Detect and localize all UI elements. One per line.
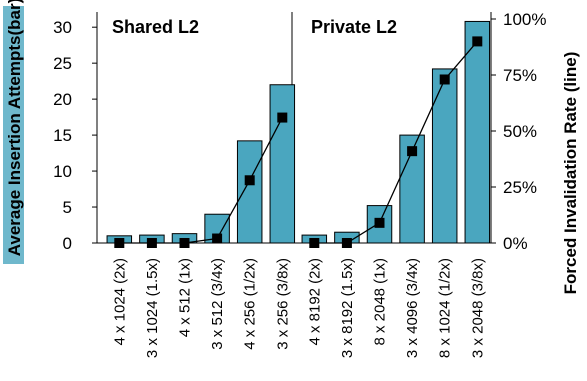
series-line <box>119 117 283 244</box>
bar <box>464 20 491 244</box>
category-label: 4 x 256 (1/2x) <box>242 258 259 350</box>
y2-tick-label: 50% <box>503 122 537 141</box>
y2-tick-label: 100% <box>503 10 546 29</box>
bar <box>269 84 296 244</box>
category-label: 4 x 8192 (2x) <box>306 258 323 346</box>
category-label: 3 x 2048 (3/8x) <box>469 258 486 358</box>
line-marker <box>146 238 157 248</box>
line-marker <box>212 233 223 244</box>
category-label: 3 x 8192 (1.5x) <box>339 258 356 358</box>
plot-area: 0 5 10 15 20 25 30 0% 25% 50% 75% 100% 4 x 1024 (2x)… <box>53 10 546 358</box>
line-marker <box>472 36 483 47</box>
y-axis-title: Average Insertion Attempts(bar) <box>5 0 24 256</box>
y-tick-label: 0 <box>63 234 72 253</box>
category-label: 3 x 1024 (1.5x) <box>144 258 161 358</box>
line-marker <box>374 217 385 228</box>
bar <box>236 140 263 244</box>
category-label: 3 x 4096 (3/4x) <box>404 258 421 358</box>
y2-tick-label: 0% <box>503 234 528 253</box>
category-label: 4 x 512 (1x) <box>177 258 194 337</box>
y-tick-label: 5 <box>63 198 72 217</box>
y-tick-label: 20 <box>53 90 72 109</box>
line-marker <box>277 112 288 123</box>
line-marker <box>341 238 352 248</box>
bar <box>431 68 458 244</box>
line-marker <box>244 175 255 186</box>
y-tick-label: 15 <box>53 126 72 145</box>
ylabel-highlight <box>3 6 24 264</box>
y2-tick-label: 75% <box>503 66 537 85</box>
category-label: 8 x 2048 (1x) <box>372 258 389 346</box>
y-tick-label: 10 <box>53 162 72 181</box>
category-label: 4 x 1024 (2x) <box>111 258 128 346</box>
series-line <box>314 40 478 244</box>
line-marker <box>309 238 320 248</box>
y2-tick-label: 25% <box>503 178 537 197</box>
category-label: 3 x 256 (3/8x) <box>274 258 291 350</box>
line-marker <box>407 146 418 157</box>
y-tick-label: 25 <box>53 54 72 73</box>
y-tick-label: 30 <box>53 18 72 37</box>
panel-title-shared: Shared L2 <box>112 17 199 37</box>
category-label: 3 x 512 (3/4x) <box>209 258 226 350</box>
category-label: 8 x 1024 (1/2x) <box>437 258 454 358</box>
line-marker <box>179 238 190 248</box>
line-marker <box>439 74 450 85</box>
panel-title-private: Private L2 <box>311 17 397 37</box>
line-marker <box>114 238 125 248</box>
y2-axis-title: Forced Invalidation Rate (line) <box>561 52 580 295</box>
